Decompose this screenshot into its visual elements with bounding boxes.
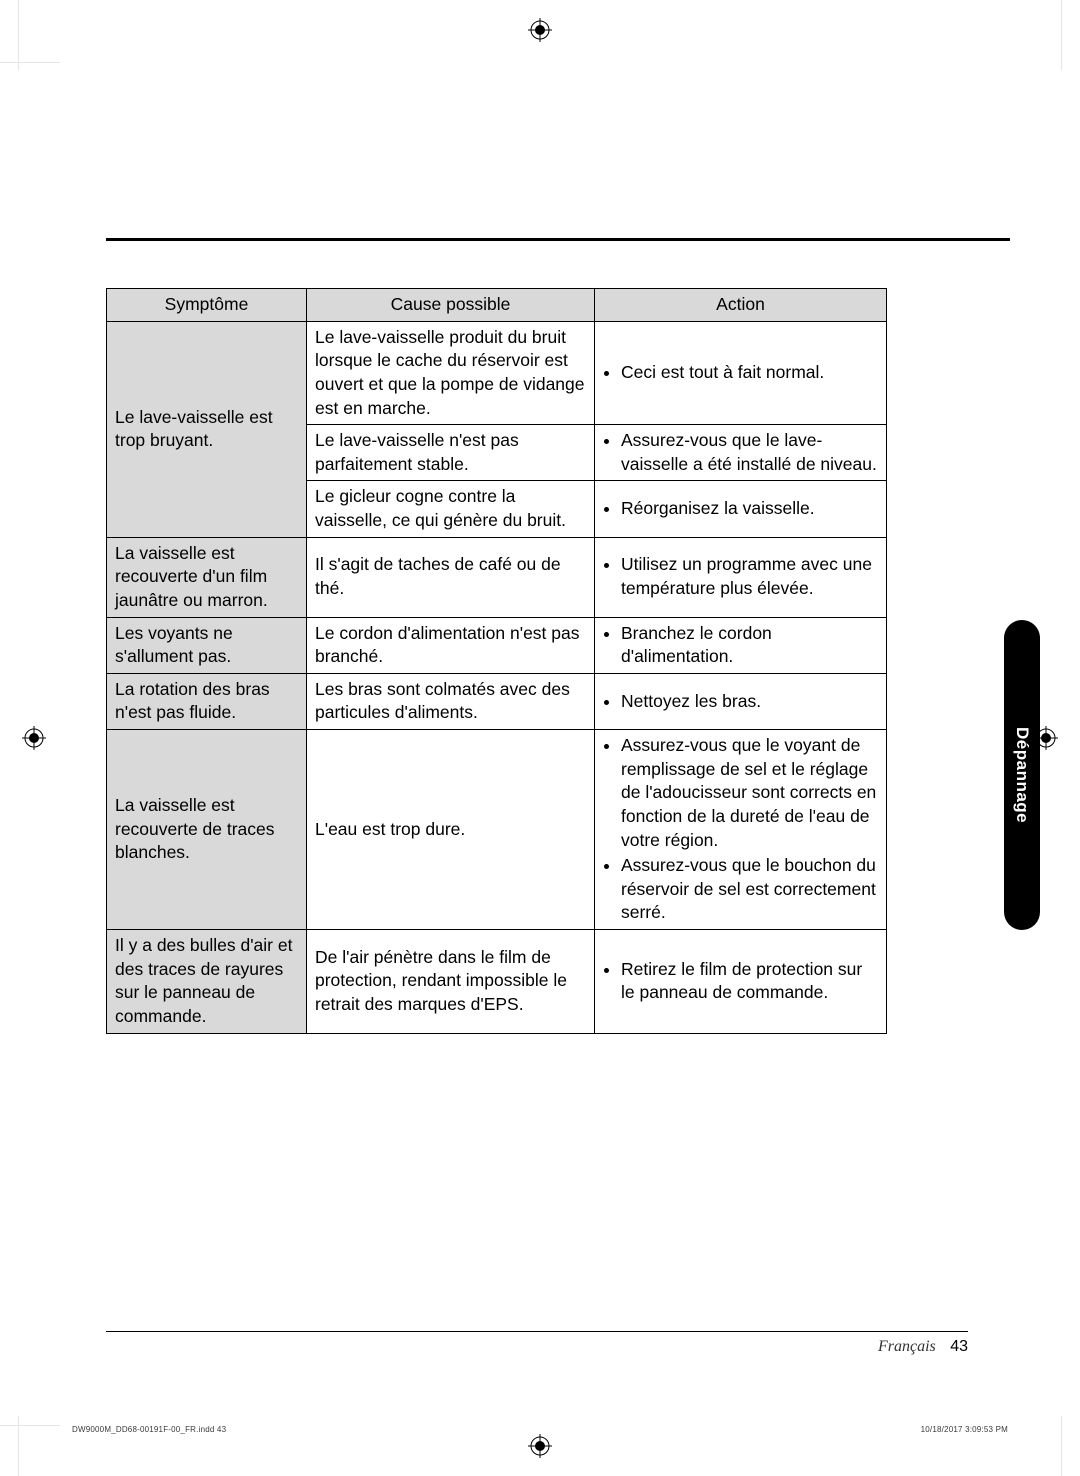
- symptom-cell: Les voyants ne s'allument pas.: [107, 617, 307, 673]
- cause-cell: Le cordon d'alimentation n'est pas branc…: [307, 617, 595, 673]
- cause-cell: Il s'agit de taches de café ou de thé.: [307, 537, 595, 617]
- action-item: Assurez-vous que le voyant de remplissag…: [621, 734, 878, 852]
- registration-mark-bottom: [528, 1434, 552, 1458]
- cause-cell: L'eau est trop dure.: [307, 730, 595, 930]
- action-item: Nettoyez les bras.: [621, 690, 878, 714]
- action-item: Ceci est tout à fait normal.: [621, 361, 878, 385]
- th-symptom: Symptôme: [107, 289, 307, 322]
- imprint-filename: DW9000M_DD68-00191F-00_FR.indd 43: [72, 1425, 226, 1434]
- cause-cell: Le gicleur cogne contre la vaisselle, ce…: [307, 481, 595, 537]
- symptom-cell: Il y a des bulles d'air et des traces de…: [107, 930, 307, 1034]
- symptom-cell: La vaisselle est recouverte de traces bl…: [107, 730, 307, 930]
- action-item: Utilisez un programme avec une températu…: [621, 553, 878, 600]
- action-cell: Branchez le cordon d'alimentation.: [595, 617, 887, 673]
- action-item: Assurez-vous que le bouchon du réservoir…: [621, 854, 878, 925]
- page-content: Symptôme Cause possible Action Le lave-v…: [106, 80, 1010, 1396]
- action-cell: Nettoyez les bras.: [595, 673, 887, 729]
- action-cell: Réorganisez la vaisselle.: [595, 481, 887, 537]
- th-cause: Cause possible: [307, 289, 595, 322]
- th-action: Action: [595, 289, 887, 322]
- cause-cell: Les bras sont colmatés avec des particul…: [307, 673, 595, 729]
- crop-line: [18, 0, 19, 70]
- footer-page-number: 43: [950, 1338, 968, 1355]
- action-item: Branchez le cordon d'alimentation.: [621, 622, 878, 669]
- action-cell: Assurez-vous que le lave-vaisselle a été…: [595, 425, 887, 481]
- action-item: Assurez-vous que le lave-vaisselle a été…: [621, 429, 878, 476]
- table-row: Les voyants ne s'allument pas. Le cordon…: [107, 617, 887, 673]
- action-item: Retirez le film de protection sur le pan…: [621, 958, 878, 1005]
- section-rule: [106, 238, 1010, 241]
- table-row: La vaisselle est recouverte de traces bl…: [107, 730, 887, 930]
- table-row: Il y a des bulles d'air et des traces de…: [107, 930, 887, 1034]
- symptom-cell: La vaisselle est recouverte d'un film ja…: [107, 537, 307, 617]
- crop-line: [1061, 1416, 1062, 1476]
- imprint-timestamp: 10/18/2017 3:09:53 PM: [921, 1425, 1008, 1434]
- table-row: La vaisselle est recouverte d'un film ja…: [107, 537, 887, 617]
- action-cell: Assurez-vous que le voyant de remplissag…: [595, 730, 887, 930]
- registration-mark-top: [528, 18, 552, 42]
- symptom-cell: Le lave-vaisselle est trop bruyant.: [107, 321, 307, 537]
- table-row: Le lave-vaisselle est trop bruyant. Le l…: [107, 321, 887, 425]
- troubleshooting-table: Symptôme Cause possible Action Le lave-v…: [106, 288, 887, 1034]
- action-cell: Retirez le film de protection sur le pan…: [595, 930, 887, 1034]
- registration-mark-left: [22, 726, 46, 750]
- crop-line: [0, 1425, 60, 1426]
- crop-line: [0, 62, 60, 63]
- section-tab: Dépannage: [1004, 620, 1040, 930]
- cause-cell: De l'air pénètre dans le film de protect…: [307, 930, 595, 1034]
- footer-rule: [106, 1331, 968, 1332]
- action-item: Réorganisez la vaisselle.: [621, 497, 878, 521]
- cause-cell: Le lave-vaisselle n'est pas parfaitement…: [307, 425, 595, 481]
- table-row: La rotation des bras n'est pas fluide. L…: [107, 673, 887, 729]
- action-cell: Utilisez un programme avec une températu…: [595, 537, 887, 617]
- action-cell: Ceci est tout à fait normal.: [595, 321, 887, 425]
- footer: Français 43: [878, 1338, 968, 1356]
- symptom-cell: La rotation des bras n'est pas fluide.: [107, 673, 307, 729]
- section-tab-label: Dépannage: [1012, 727, 1032, 823]
- footer-language: Français: [878, 1338, 936, 1355]
- crop-line: [1061, 0, 1062, 70]
- cause-cell: Le lave-vaisselle produit du bruit lorsq…: [307, 321, 595, 425]
